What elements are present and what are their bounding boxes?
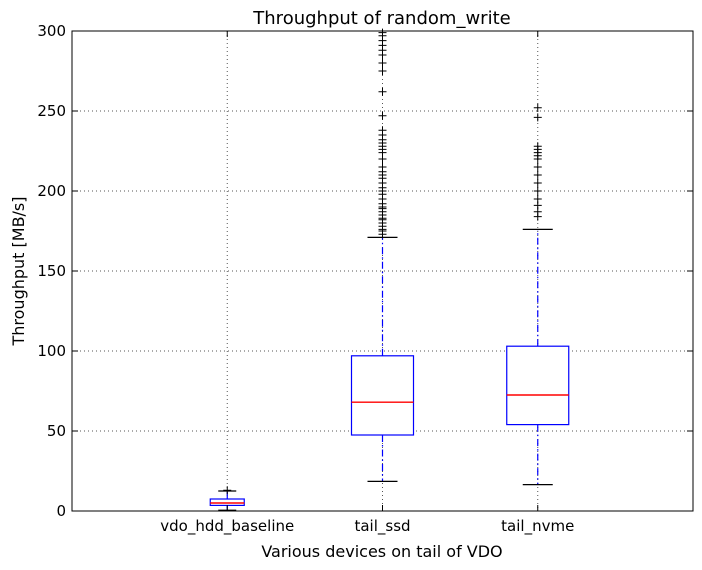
box-tail_nvme [506, 103, 570, 486]
y-tick-label: 150 [37, 262, 66, 280]
outlier-point [533, 103, 542, 112]
outlier-point [533, 163, 542, 171]
outlier-point [378, 111, 387, 120]
box-series [209, 28, 570, 511]
outlier-point [533, 179, 542, 187]
box-tail_ssd [350, 28, 415, 482]
y-tick-label: 200 [37, 182, 66, 200]
y-tick-label: 100 [37, 342, 66, 360]
y-axis-title: Throughput [MB/s] [9, 196, 28, 346]
iqr-box [209, 498, 245, 507]
x-axis-ticks: vdo_hdd_baseline tail_ssd tail_nvme [160, 31, 574, 536]
y-tick-label: 250 [37, 102, 66, 120]
outlier-point [378, 87, 387, 96]
y-tick-label: 0 [56, 502, 66, 520]
outlier-point [533, 187, 542, 195]
outlier-point [533, 195, 542, 203]
outlier-point [223, 486, 232, 495]
iqr-box [506, 345, 570, 426]
x-tick-label: tail_ssd [354, 517, 410, 536]
x-tick-label: tail_nvme [501, 517, 574, 536]
x-axis-title: Various devices on tail of VDO [261, 542, 502, 561]
iqr-box [350, 355, 415, 436]
outlier-point [378, 126, 387, 135]
y-tick-label: 50 [47, 422, 66, 440]
outlier-point [533, 113, 542, 122]
outlier-point [378, 59, 387, 67]
x-tick-label: vdo_hdd_baseline [160, 517, 294, 536]
outlier-point [378, 163, 387, 171]
outlier-point [533, 171, 542, 179]
y-tick-label: 300 [37, 22, 66, 40]
outlier-point [378, 67, 387, 75]
y-axis-ticks: 0 50 100 150 200 250 300 [37, 22, 693, 520]
outlier-point [533, 142, 542, 151]
chart-title: Throughput of random_write [252, 8, 510, 29]
